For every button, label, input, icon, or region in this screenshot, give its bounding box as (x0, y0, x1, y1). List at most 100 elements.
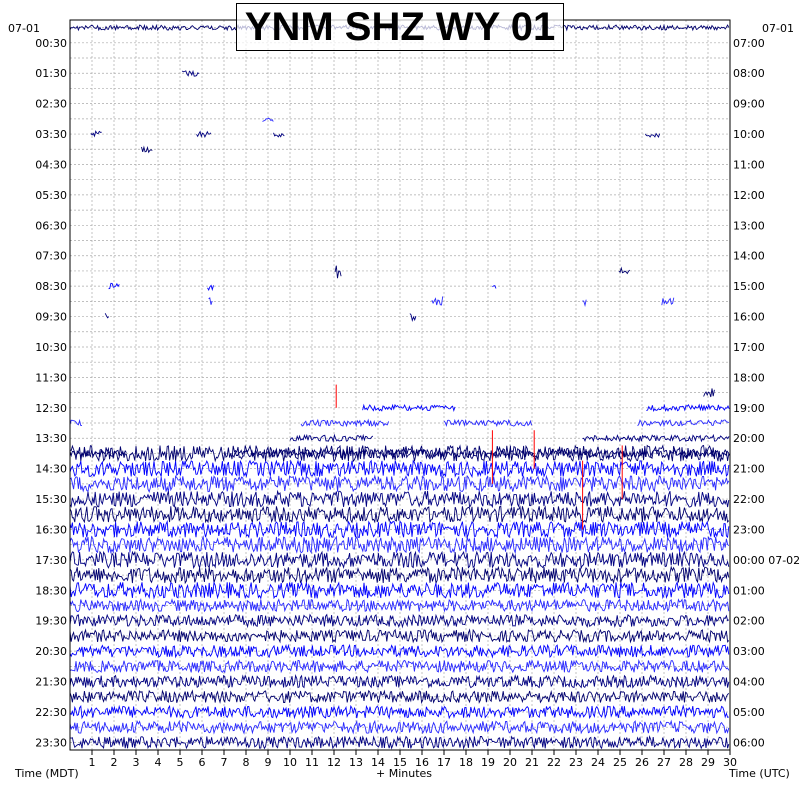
trace-line (69, 734, 730, 750)
trace-line (69, 580, 730, 600)
right-time-label: 07:00 (733, 37, 765, 50)
right-time-label: 00:00 07-02 (733, 554, 800, 567)
right-time-label: 01:00 (733, 584, 765, 597)
left-time-label: 19:30 (35, 615, 67, 628)
right-time-label: 14:00 (733, 250, 765, 263)
right-time-label: 23:00 (733, 523, 765, 536)
left-time-label: 00:30 (35, 37, 67, 50)
x-tick-label: 10 (283, 756, 297, 769)
trace-line (141, 145, 153, 154)
trace-line (208, 296, 675, 307)
x-tick-label: 18 (459, 756, 473, 769)
trace-line (69, 535, 730, 555)
x-tick-label: 26 (635, 756, 649, 769)
right-time-label: 13:00 (733, 219, 765, 232)
left-time-label: 21:30 (35, 676, 67, 689)
x-tick-label: 14 (371, 756, 385, 769)
x-tick-label: 25 (613, 756, 627, 769)
x-tick-label: 13 (349, 756, 363, 769)
right-time-label: 05:00 (733, 706, 765, 719)
left-time-label: 13:30 (35, 432, 67, 445)
trace-line (69, 689, 730, 705)
left-date-label: 07-01 (8, 22, 40, 35)
right-axis-label: Time (UTC) (728, 767, 790, 780)
right-time-label: 20:00 (733, 432, 765, 445)
trace-line (69, 628, 730, 644)
trace-line (181, 69, 200, 77)
x-tick-label: 19 (481, 756, 495, 769)
x-tick-label: 9 (265, 756, 272, 769)
left-time-label: 14:30 (35, 463, 67, 476)
left-time-label: 07:30 (35, 250, 67, 263)
left-time-label: 15:30 (35, 493, 67, 506)
right-time-label: 17:00 (733, 341, 765, 354)
trace-line (69, 674, 730, 689)
right-time-label: 08:00 (733, 67, 765, 80)
right-time-label: 16:00 (733, 311, 765, 324)
x-tick-label: 16 (415, 756, 429, 769)
x-tick-label: 1 (89, 756, 96, 769)
trace-line (104, 313, 417, 323)
trace-line (362, 403, 730, 413)
trace-line (69, 565, 730, 585)
x-tick-label: 21 (525, 756, 539, 769)
trace-line (69, 519, 730, 540)
right-time-label: 06:00 (733, 736, 765, 749)
left-time-label: 04:30 (35, 158, 67, 171)
left-time-label: 09:30 (35, 311, 67, 324)
x-tick-label: 12 (327, 756, 341, 769)
right-time-label: 11:00 (733, 158, 765, 171)
trace-line (69, 597, 730, 613)
right-time-label: 04:00 (733, 676, 765, 689)
x-tick-label: 23 (569, 756, 583, 769)
trace-line (69, 643, 730, 659)
right-time-label: 02:00 (733, 615, 765, 628)
trace-line (69, 658, 730, 674)
right-time-label: 18:00 (733, 371, 765, 384)
x-axis-label: + Minutes (376, 767, 432, 780)
right-time-label: 03:00 (733, 645, 765, 658)
left-time-label: 18:30 (35, 584, 67, 597)
x-tick-label: 22 (547, 756, 561, 769)
trace-line (69, 418, 730, 428)
x-tick-label: 28 (679, 756, 693, 769)
x-ticks: 1 2 3 4 5 6 7 8 9 10 11 12 13 14 15 16 17 18 19 20 21 22 23 24 2… (89, 750, 737, 769)
x-tick-label: 30 (723, 756, 737, 769)
trace-line (289, 433, 730, 443)
trace-line (262, 117, 274, 122)
trace-line (90, 130, 661, 139)
x-tick-label: 27 (657, 756, 671, 769)
seismic-traces (69, 23, 731, 750)
trace-line (69, 550, 730, 570)
x-tick-label: 5 (177, 756, 184, 769)
trace-line (69, 459, 730, 479)
right-time-label: 21:00 (733, 463, 765, 476)
trace-line (69, 505, 730, 524)
left-time-label: 11:30 (35, 371, 67, 384)
right-time-label: 10:00 (733, 128, 765, 141)
left-time-label: 01:30 (35, 67, 67, 80)
trace-line (69, 474, 730, 493)
trace-line (69, 613, 730, 629)
trace-line (69, 719, 730, 735)
trace-line (69, 704, 729, 720)
left-time-label: 08:30 (35, 280, 67, 293)
left-time-label: 10:30 (35, 341, 67, 354)
x-tick-label: 11 (305, 756, 319, 769)
time-labels: 00:30 01:30 02:30 03:30 04:30 05:30 06:30 07:30… (35, 37, 800, 750)
trace-line (703, 388, 715, 398)
trace-line (334, 265, 631, 279)
x-tick-label: 15 (393, 756, 407, 769)
trace-line (69, 489, 730, 509)
left-time-label: 03:30 (35, 128, 67, 141)
left-time-label: 16:30 (35, 523, 67, 536)
x-tick-label: 3 (133, 756, 140, 769)
trace-line (69, 444, 731, 463)
x-tick-label: 29 (701, 756, 715, 769)
right-date-label: 07-01 (762, 22, 794, 35)
x-tick-label: 7 (221, 756, 228, 769)
left-time-label: 23:30 (35, 736, 67, 749)
x-tick-label: 17 (437, 756, 451, 769)
x-tick-label: 20 (503, 756, 517, 769)
